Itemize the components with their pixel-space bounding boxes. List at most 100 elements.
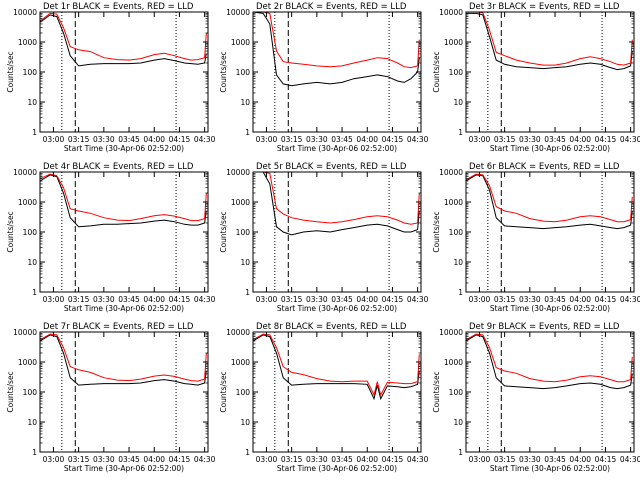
x-tick-label: 03:00 — [43, 295, 65, 304]
y-tick-label: 10 — [453, 258, 463, 267]
y-tick-label: 100 — [449, 68, 464, 77]
x-tick-label: 03:30 — [93, 135, 115, 144]
y-tick-label: 10000 — [226, 328, 250, 337]
y-tick-label: 1 — [458, 448, 463, 457]
x-tick-label: 03:15 — [494, 135, 516, 144]
series-lld-line — [39, 173, 207, 222]
series-events-line — [253, 171, 420, 236]
chart-panel-7: Det 7r BLACK = Events, RED = LLD 1 10 100 10… — [6, 322, 216, 473]
y-axis-label: Counts/sec — [6, 51, 15, 92]
x-tick-label: 03:30 — [519, 135, 541, 144]
y-axis-label: Counts/sec — [432, 51, 441, 92]
x-tick-label: 04:00 — [143, 135, 165, 144]
x-tick-label: 04:30 — [194, 135, 216, 144]
y-axis-label: Counts/sec — [219, 211, 228, 252]
chart-title: Det 5r BLACK = Events, RED = LLD — [256, 162, 407, 172]
series-events-line — [252, 11, 420, 87]
x-tick-label: 03:30 — [519, 295, 541, 304]
y-tick-label: 1 — [245, 448, 250, 457]
x-axis-label: Start Time (30-Apr-06 02:52:00) — [64, 464, 184, 473]
chart-title: Det 8r BLACK = Events, RED = LLD — [256, 322, 407, 332]
x-tick-label: 04:00 — [143, 295, 165, 304]
y-tick-label: 1000 — [231, 358, 250, 367]
y-tick-label: 1000 — [444, 358, 463, 367]
chart-panel-5: Det 5r BLACK = Events, RED = LLD 1 10 100 10… — [219, 162, 429, 313]
x-axis-label: Start Time (30-Apr-06 02:52:00) — [64, 144, 184, 153]
x-tick-label: 03:30 — [306, 135, 328, 144]
series-events-line — [465, 174, 633, 230]
y-tick-label: 10000 — [439, 8, 463, 17]
series-events-line — [465, 334, 633, 390]
y-tick-label: 10000 — [439, 168, 463, 177]
x-tick-label: 03:15 — [68, 455, 90, 464]
x-tick-label: 04:15 — [169, 295, 191, 304]
x-tick-label: 04:15 — [382, 455, 404, 464]
x-axis-label: Start Time (30-Apr-06 02:52:00) — [490, 304, 610, 313]
y-tick-label: 100 — [23, 68, 38, 77]
y-tick-label: 100 — [449, 388, 464, 397]
plot-frame — [252, 331, 422, 453]
x-tick-label: 03:15 — [68, 135, 90, 144]
series-events-line — [466, 12, 633, 71]
x-tick-label: 03:30 — [93, 455, 115, 464]
x-tick-label: 03:45 — [331, 295, 353, 304]
x-tick-label: 03:30 — [306, 455, 328, 464]
x-tick-label: 04:00 — [356, 455, 378, 464]
series-lld-line — [252, 333, 420, 397]
series-events-line — [39, 14, 207, 67]
x-tick-label: 04:15 — [169, 455, 191, 464]
chart-panel-4: Det 4r BLACK = Events, RED = LLD 1 10 100 10… — [6, 162, 216, 313]
y-tick-label: 10 — [240, 258, 250, 267]
x-tick-label: 03:00 — [256, 295, 278, 304]
y-tick-label: 10 — [27, 418, 37, 427]
plot-frame — [39, 171, 209, 293]
series-lld-line — [39, 333, 207, 382]
x-tick-label: 04:30 — [407, 295, 429, 304]
x-tick-label: 03:45 — [544, 135, 566, 144]
y-tick-label: 1 — [245, 128, 250, 137]
x-tick-label: 03:00 — [43, 135, 65, 144]
series-lld-line — [253, 11, 420, 69]
x-tick-label: 03:30 — [519, 455, 541, 464]
y-tick-label: 100 — [236, 68, 251, 77]
y-axis-label: Counts/sec — [432, 371, 441, 412]
x-tick-label: 04:00 — [569, 295, 591, 304]
x-tick-label: 03:45 — [544, 455, 566, 464]
x-tick-label: 03:00 — [256, 135, 278, 144]
chart-panel-1: Det 1r BLACK = Events, RED = LLD 1 10 100 10… — [6, 2, 216, 153]
y-tick-label: 100 — [23, 388, 38, 397]
y-tick-label: 1 — [458, 288, 463, 297]
x-tick-label: 03:15 — [494, 295, 516, 304]
y-tick-label: 10000 — [439, 328, 463, 337]
chart-title: Det 9r BLACK = Events, RED = LLD — [469, 322, 620, 332]
y-tick-label: 10 — [240, 418, 250, 427]
x-tick-label: 04:30 — [194, 295, 216, 304]
x-tick-label: 03:00 — [469, 295, 491, 304]
x-tick-label: 04:00 — [356, 295, 378, 304]
x-tick-label: 04:00 — [143, 455, 165, 464]
y-tick-label: 10000 — [13, 168, 37, 177]
x-tick-label: 03:15 — [68, 295, 90, 304]
y-tick-label: 1000 — [231, 38, 250, 47]
y-axis-label: Counts/sec — [6, 211, 15, 252]
y-axis-label: Counts/sec — [432, 211, 441, 252]
chart-panel-6: Det 6r BLACK = Events, RED = LLD 1 10 100 10… — [432, 162, 640, 313]
x-tick-label: 04:00 — [569, 135, 591, 144]
x-tick-label: 03:30 — [93, 295, 115, 304]
y-axis-label: Counts/sec — [6, 371, 15, 412]
y-tick-label: 10000 — [226, 168, 250, 177]
series-events-line — [39, 174, 207, 228]
y-tick-label: 1000 — [18, 38, 37, 47]
y-tick-label: 100 — [236, 388, 251, 397]
x-tick-label: 03:30 — [306, 295, 328, 304]
x-tick-label: 03:45 — [544, 295, 566, 304]
series-events-line — [252, 334, 420, 401]
plot-frame — [39, 11, 209, 133]
series-lld-line — [465, 173, 633, 223]
x-tick-label: 04:15 — [169, 135, 191, 144]
chart-title: Det 1r BLACK = Events, RED = LLD — [43, 2, 194, 12]
x-axis-label: Start Time (30-Apr-06 02:52:00) — [277, 464, 397, 473]
x-tick-label: 04:00 — [356, 135, 378, 144]
chart-panel-3: Det 3r BLACK = Events, RED = LLD 1 10 100 10… — [432, 2, 640, 153]
